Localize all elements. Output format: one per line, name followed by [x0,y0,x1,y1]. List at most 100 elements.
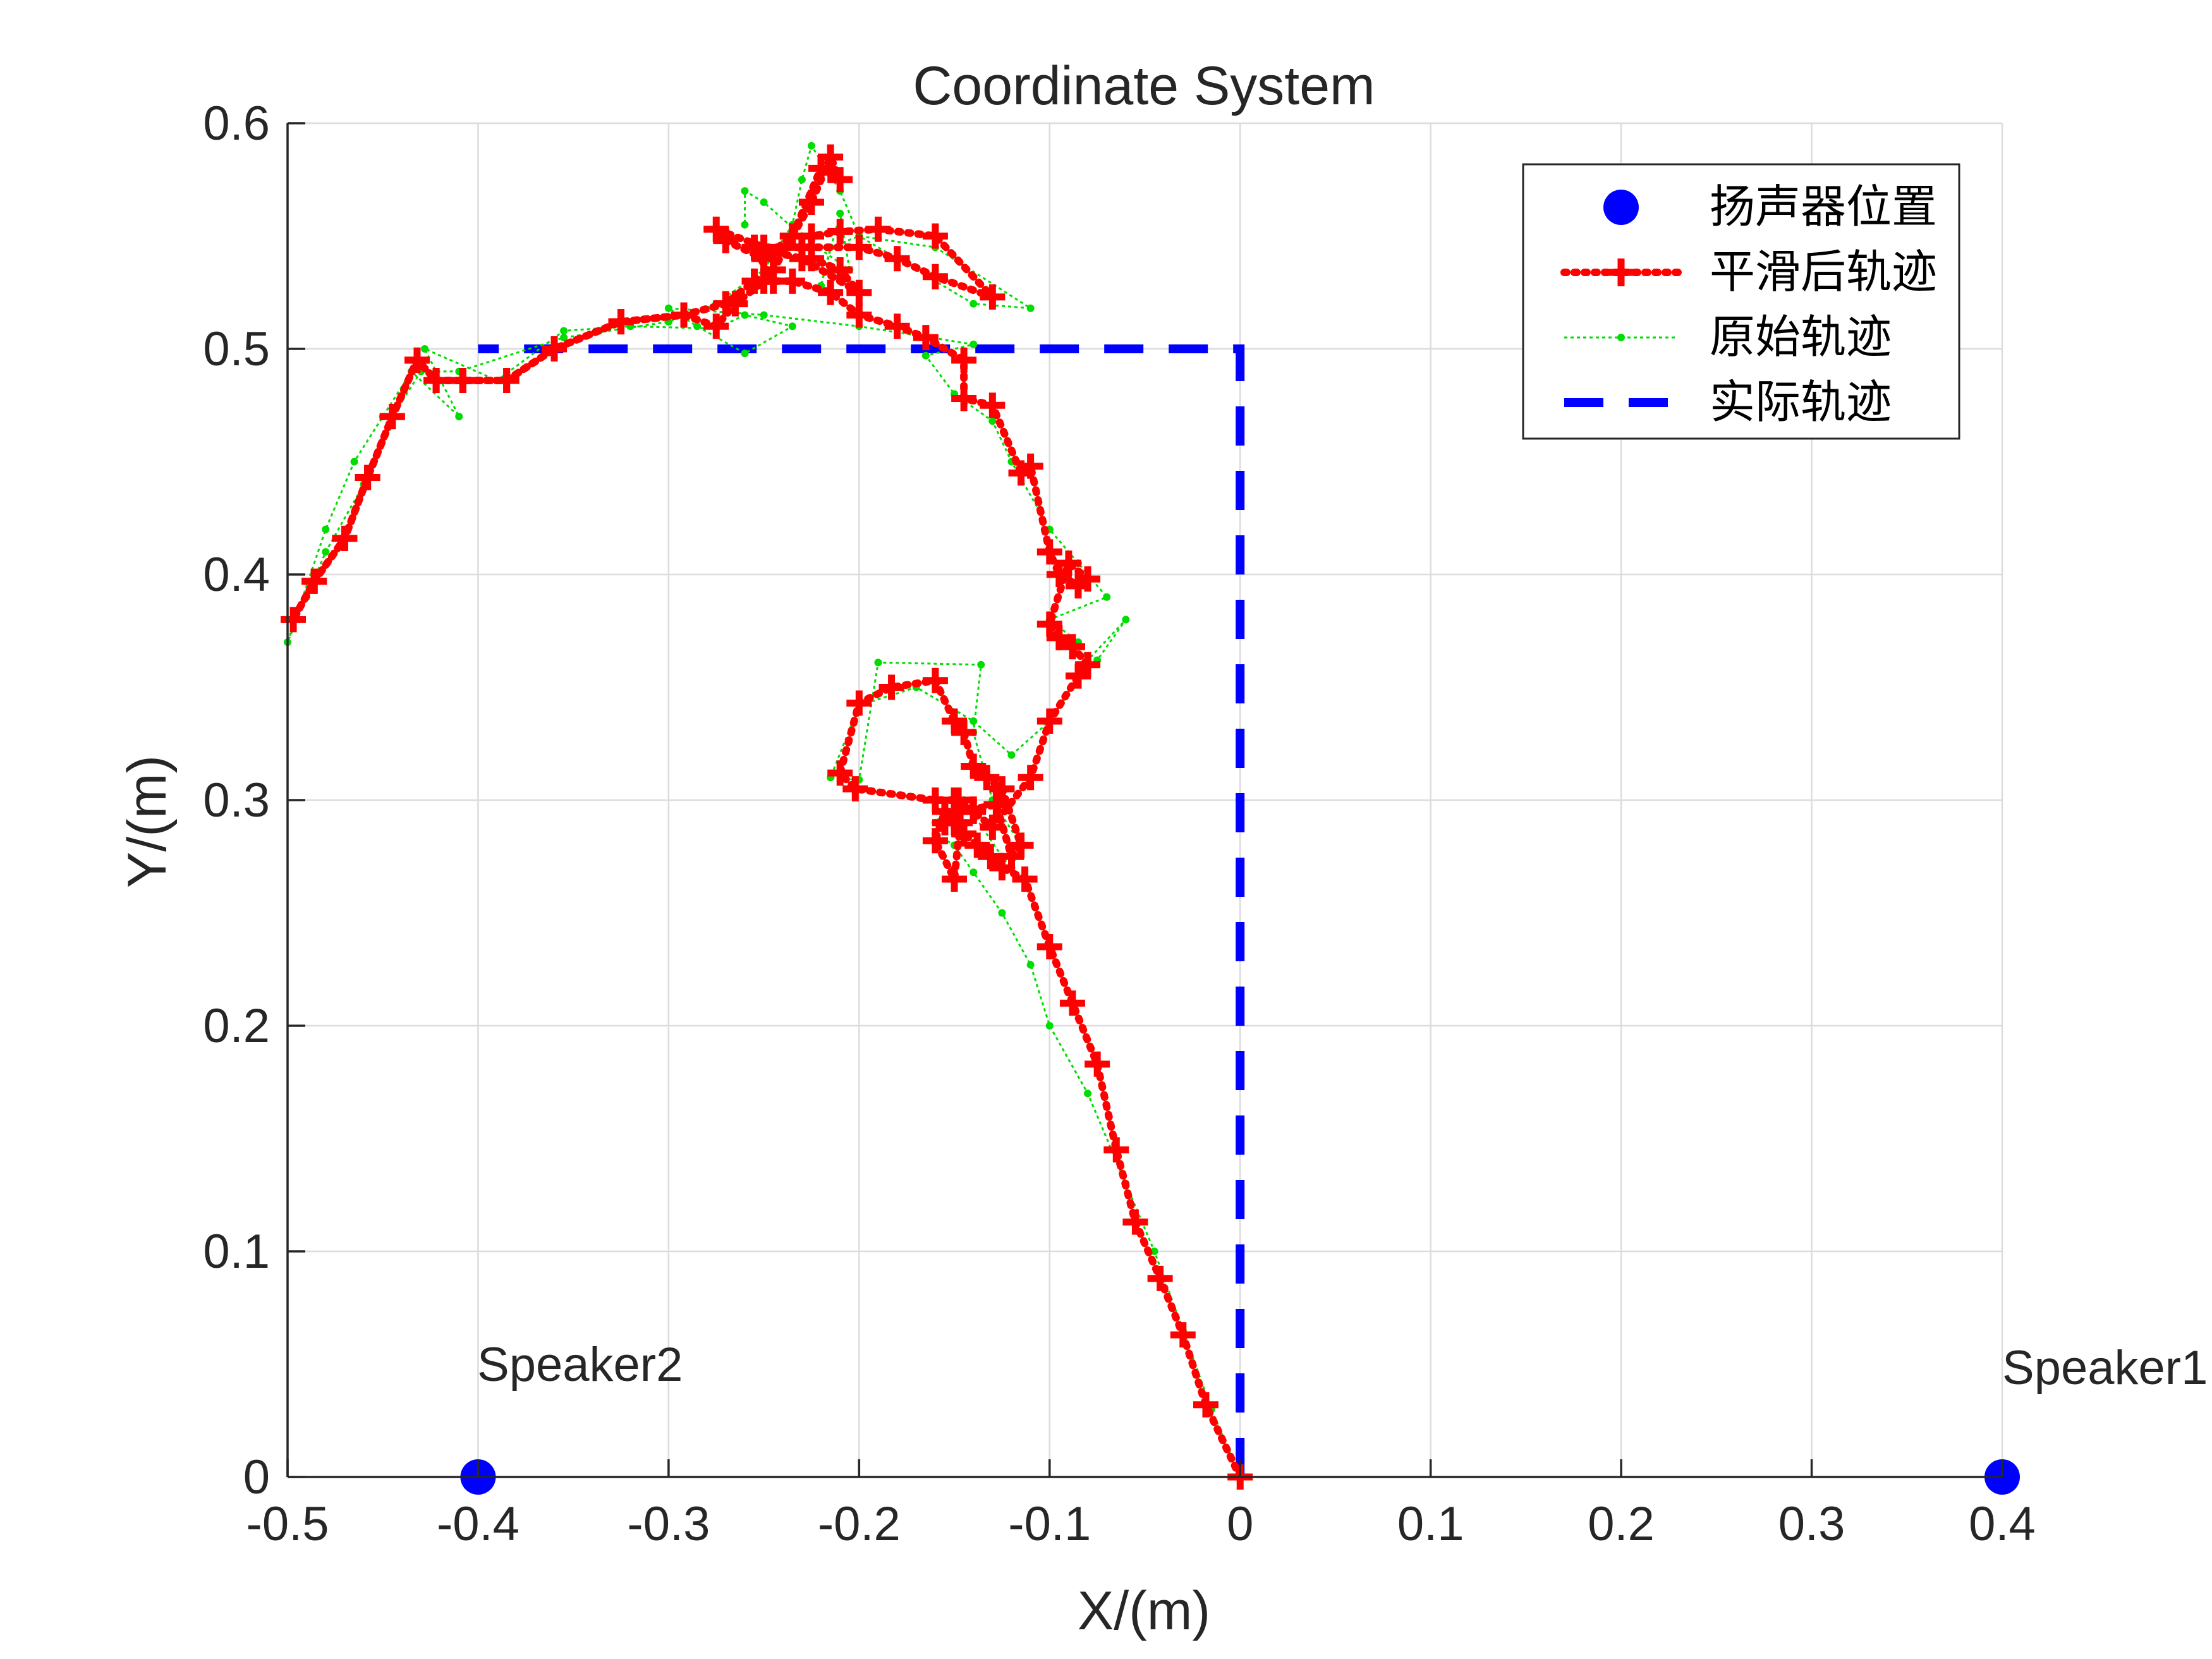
raw-trajectory-point [693,322,702,331]
legend-sample-raw-point [1617,334,1625,341]
legend-label-raw: 原始轨迹 [1710,310,1892,363]
smoothed-trajectory-marker [355,465,380,490]
chart-title: Coordinate System [913,56,1375,116]
smoothed-trajectory-marker [846,690,872,716]
smoothed-trajectory-marker [1075,652,1101,678]
smoothed-trajectory-marker [922,264,948,289]
smoothed-trajectory-marker [332,525,358,551]
raw-trajectory-point [760,311,768,319]
y-tick-label: 0.3 [203,774,270,827]
raw-trajectory-point [969,300,978,308]
x-tick-label: -0.4 [437,1497,520,1551]
y-tick-label: 0.2 [203,999,270,1053]
legend-label-speakers: 扬声器位置 [1710,180,1937,233]
smoothed-trajectory-marker [760,268,786,294]
raw-trajectory-point [322,525,330,533]
raw-trajectory-point [1103,593,1111,601]
x-tick-label: 0.2 [1588,1497,1655,1551]
speaker1-label: Speaker1 [2002,1341,2208,1395]
raw-trajectory-point [322,548,330,556]
smoothed-trajectory-marker [846,279,872,305]
smoothed-trajectory-marker [1046,562,1072,587]
smoothed-trajectory-marker [1008,460,1034,486]
raw-trajectory-point [1150,1248,1158,1255]
raw-trajectory-point [664,304,672,312]
smoothed-trajectory-marker [964,832,990,858]
smoothed-trajectory-marker [1193,1392,1218,1418]
smoothed-trajectory-marker [942,866,968,892]
raw-trajectory-point [969,340,978,348]
smoothed-trajectory-marker [846,302,872,328]
smoothed-trajectory-marker [878,674,904,700]
smoothed-trajectory-marker [980,284,1006,310]
y-tick-label: 0.4 [203,548,270,602]
speaker2-label: Speaker2 [477,1338,683,1392]
smoothed-trajectory-marker [961,798,987,824]
smoothed-trajectory-marker [789,246,815,272]
smoothed-trajectory-marker [961,753,987,779]
smoothed-trajectory-marker [281,607,307,633]
smoothed-trajectory-marker [1018,765,1043,791]
smoothed-trajectory-marker [827,219,853,245]
axes [286,122,2003,1478]
x-tick-label: -0.5 [246,1497,329,1551]
smoothed-trajectory-marker [423,367,449,393]
raw-trajectory-point [798,176,806,184]
smoothed-trajectory-marker [494,367,520,393]
smoothed-trajectory-marker [827,257,853,283]
smoothed-trajectory-marker [1103,1137,1129,1163]
raw-trajectory-point [988,417,997,425]
legend-label-actual: 实际轨迹 [1710,375,1892,428]
raw-trajectory-point [1122,616,1130,624]
x-tick-label: -0.3 [627,1497,710,1551]
smoothed-trajectory-marker [989,776,1015,802]
raw-trajectory-point [788,322,796,331]
x-tick-label: -0.2 [818,1497,901,1551]
smoothed-trajectory-marker [703,216,729,242]
legend-box [1522,163,1960,440]
smoothed-trajectory-marker [913,325,939,351]
smoothed-trajectory-marker [713,291,739,317]
raw-trajectory-point [741,221,749,229]
raw-trajectory-point [350,458,358,466]
actual-trajectory-line [478,344,1245,1477]
smoothed-trajectory-marker [1012,866,1038,892]
x-tick-label: 0.4 [1969,1497,2036,1551]
x-tick-label: 0.1 [1397,1497,1464,1551]
raw-trajectory-point [921,351,930,360]
y-tick-label: 0.6 [203,97,270,150]
smoothed-trajectory-marker [980,392,1006,418]
smoothed-trajectory-marker [542,336,568,362]
smoothed-trajectory-marker [671,302,696,328]
y-tick-label: 0.1 [203,1225,270,1279]
smoothed-trajectory-marker [703,313,729,339]
raw-trajectory-point [741,311,749,319]
raw-trajectory-point [807,142,815,150]
y-axis-label: Y/(m) [117,755,178,888]
smoothed-trajectory-marker [974,765,1000,791]
smoothed-trajectory-marker [846,234,872,260]
smoothed-trajectory-marker [980,814,1006,840]
raw-trajectory-point [760,198,768,206]
smoothed-trajectory-marker [608,309,634,335]
legend-label-smoothed: 平滑后轨迹 [1710,245,1937,298]
smoothed-trajectory-marker [301,568,327,594]
raw-trajectory-point [741,187,749,195]
smoothed-trajectory-marker [1008,832,1034,858]
smoothed-trajectory-marker [983,792,1009,818]
smoothed-trajectory-marker [1036,611,1062,637]
smoothed-trajectory-marker [922,667,948,693]
smoothed-trajectory-marker [818,279,844,305]
raw-trajectory-point [1026,304,1035,312]
raw-trajectory-point [998,909,1006,917]
tick-labels: -0.5 -0.4 -0.3 -0.2 -0.1 0 0.1 0.2 0.3 0.4 0 0.1 0.2… [203,97,2035,1551]
smoothed-trajectory-marker [1046,624,1072,650]
smoothed-trajectory-marker [741,234,767,260]
raw-trajectory-point [421,345,429,353]
smoothed-trajectory-marker [1170,1322,1196,1348]
raw-trajectory-point [1007,751,1016,759]
legend-sample-speakers [1603,190,1639,225]
smoothed-trajectory-marker [798,189,824,215]
